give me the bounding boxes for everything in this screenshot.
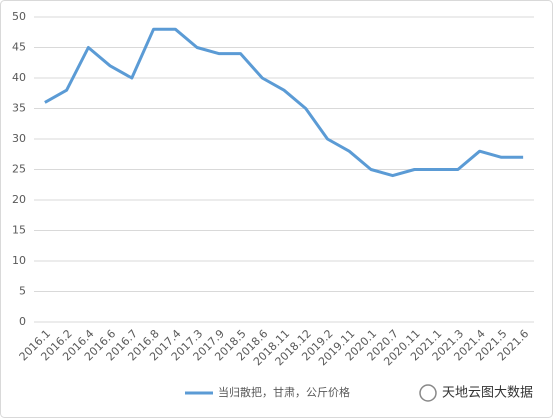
y-tick-label: 50	[12, 10, 26, 23]
y-tick-label: 0	[19, 315, 26, 328]
series-line	[44, 27, 524, 178]
y-tick-label: 20	[12, 193, 26, 206]
y-tick-label: 25	[12, 163, 26, 176]
y-tick-label: 10	[12, 254, 26, 267]
y-tick-label: 35	[12, 102, 26, 115]
watermark: 天地云图大数据	[419, 384, 533, 402]
legend-label: 当归散把，甘肃，公斤价格	[218, 385, 350, 399]
y-tick-label: 45	[12, 41, 26, 54]
y-tick-label: 5	[19, 285, 26, 298]
watermark-text: 天地云图大数据	[442, 386, 533, 401]
y-tick-label: 15	[12, 224, 26, 237]
y-tick-label: 40	[12, 71, 26, 84]
watermark-icon	[419, 384, 437, 402]
y-tick-label: 30	[12, 132, 26, 145]
